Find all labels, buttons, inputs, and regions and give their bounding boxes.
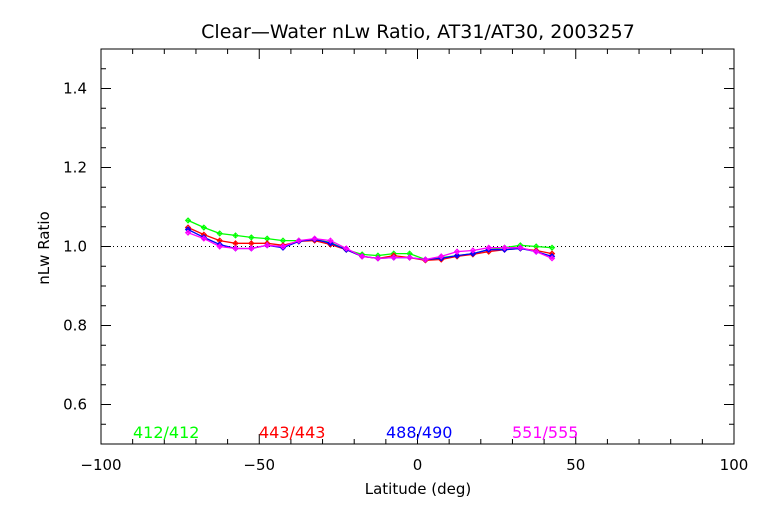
x-tick-label: −100 bbox=[80, 456, 121, 474]
data-point bbox=[548, 255, 556, 262]
data-point bbox=[358, 253, 366, 260]
y-tick-label: 0.8 bbox=[63, 317, 87, 335]
x-axis-title: Latitude (deg) bbox=[365, 480, 471, 498]
data-point bbox=[232, 245, 239, 252]
data-point bbox=[200, 235, 208, 242]
data-point bbox=[327, 237, 334, 244]
data-point bbox=[216, 243, 223, 250]
data-point bbox=[248, 245, 255, 252]
data-point bbox=[453, 248, 461, 255]
y-tick-label: 1.0 bbox=[63, 238, 87, 256]
legend-entry: 412/412 bbox=[133, 423, 199, 442]
data-point bbox=[343, 245, 350, 252]
series-layer bbox=[184, 217, 556, 264]
data-point bbox=[200, 224, 208, 231]
data-point bbox=[248, 240, 255, 247]
y-tick-labels: 0.6 0.8 1.0 1.2 1.4 bbox=[63, 80, 87, 414]
legend-entry: 443/443 bbox=[259, 423, 325, 442]
x-tick-label: 50 bbox=[566, 456, 585, 474]
data-point bbox=[263, 242, 271, 249]
data-point bbox=[485, 244, 492, 251]
legend-entry: 488/490 bbox=[386, 423, 452, 442]
x-tick-labels: −100 −50 0 50 100 bbox=[80, 456, 748, 474]
data-point bbox=[374, 255, 382, 262]
data-point bbox=[279, 243, 287, 250]
data-point bbox=[216, 230, 223, 237]
y-tick-label: 1.2 bbox=[63, 159, 87, 177]
data-point bbox=[248, 234, 255, 241]
plot-frame bbox=[100, 48, 735, 445]
x-tick-label: 100 bbox=[720, 456, 749, 474]
data-point bbox=[532, 248, 540, 255]
data-point bbox=[390, 254, 397, 261]
y-tick-label: 1.4 bbox=[63, 80, 87, 98]
data-point bbox=[184, 229, 192, 236]
legend: 412/412 443/443 488/490 551/555 bbox=[133, 423, 578, 442]
data-point bbox=[517, 244, 524, 251]
data-point bbox=[501, 244, 508, 251]
data-point bbox=[232, 240, 239, 247]
data-point bbox=[422, 256, 429, 263]
series-551-555 bbox=[184, 229, 556, 263]
data-point bbox=[406, 254, 413, 261]
y-axis-title: nLw Ratio bbox=[35, 211, 53, 284]
legend-entry: 551/555 bbox=[512, 423, 578, 442]
x-tick-label: −50 bbox=[243, 456, 275, 474]
data-point bbox=[184, 217, 192, 224]
y-tick-label: 0.6 bbox=[63, 396, 87, 414]
data-point bbox=[311, 235, 318, 242]
data-point bbox=[295, 237, 303, 244]
x-tick-label: 0 bbox=[413, 456, 423, 474]
data-point bbox=[232, 232, 239, 239]
data-point bbox=[438, 253, 445, 260]
chart-title: Clear—Water nLw Ratio, AT31/AT30, 200325… bbox=[201, 21, 635, 43]
data-point bbox=[548, 244, 556, 251]
data-point bbox=[469, 247, 477, 254]
